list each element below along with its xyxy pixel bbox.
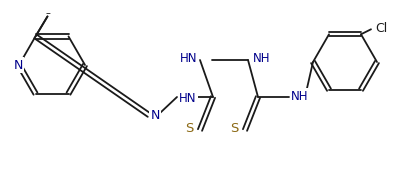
- Text: NH: NH: [253, 52, 271, 65]
- Text: N: N: [151, 109, 160, 122]
- Text: S: S: [186, 123, 194, 136]
- Text: N: N: [13, 58, 23, 71]
- Text: Cl: Cl: [375, 22, 387, 35]
- Text: N: N: [151, 109, 160, 122]
- Text: NH: NH: [291, 89, 309, 102]
- Text: HN: HN: [180, 52, 197, 65]
- Text: S: S: [230, 123, 239, 136]
- Text: HN: HN: [179, 92, 197, 105]
- Text: –: –: [45, 8, 50, 18]
- Text: N: N: [13, 58, 23, 71]
